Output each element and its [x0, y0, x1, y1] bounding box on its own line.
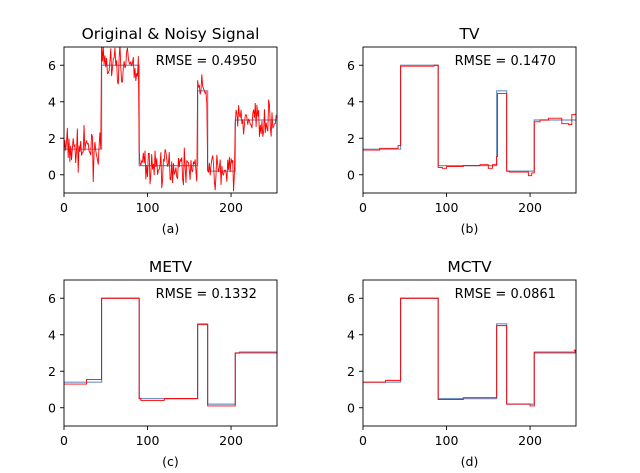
series-estimate [363, 64, 576, 177]
y-tick-label: 2 [48, 131, 56, 146]
y-tick-label: 4 [347, 327, 355, 342]
axes-frame [63, 46, 278, 194]
y-tick-label: 0 [347, 167, 355, 182]
plot-area [363, 297, 576, 407]
panel-caption: (c) [162, 454, 179, 469]
x-tick-label: 200 [219, 200, 243, 215]
panel-c: 0 100 200 0 2 4 6 METV RMSE = 0.1332 (c) [48, 258, 278, 469]
x-tick-label: 0 [60, 200, 68, 215]
y-tick-label: 2 [347, 364, 355, 379]
plot-area [64, 47, 277, 192]
y-tick-label: 0 [48, 167, 56, 182]
x-tick-label: 100 [435, 433, 459, 448]
y-tick-label: 6 [347, 58, 355, 73]
y-tick-label: 4 [48, 94, 56, 109]
rmse-annotation: RMSE = 0.0861 [455, 287, 556, 302]
series-estimate [363, 297, 576, 407]
y-tick-label: 2 [347, 131, 355, 146]
axes-frame [362, 46, 577, 194]
y-tick-label: 2 [48, 364, 56, 379]
x-tick-label: 100 [136, 433, 160, 448]
panel-title: TV [458, 25, 479, 43]
panel-title: MCTV [447, 258, 492, 276]
axes-frame [63, 279, 278, 427]
x-tick-label: 100 [435, 200, 459, 215]
panel-b: 0 100 200 0 2 4 6 TV RMSE = 0.1470 (b) [347, 25, 577, 236]
panel-d: 0 100 200 0 2 4 6 MCTV RMSE = 0.0861 (d) [347, 258, 577, 469]
x-tick-label: 100 [136, 200, 160, 215]
panel-caption: (b) [461, 221, 479, 236]
y-tick-label: 4 [347, 94, 355, 109]
x-tick-label: 200 [219, 433, 243, 448]
y-tick-label: 0 [48, 400, 56, 415]
x-tick-label: 0 [60, 433, 68, 448]
x-tick-label: 0 [359, 200, 367, 215]
plot-area [363, 64, 576, 177]
rmse-annotation: RMSE = 0.4950 [156, 54, 257, 69]
panel-title: Original & Noisy Signal [82, 25, 260, 43]
panel-caption: (d) [461, 454, 479, 469]
series-noisy [64, 47, 277, 192]
rmse-annotation: RMSE = 0.1332 [156, 287, 257, 302]
y-tick-label: 0 [347, 400, 355, 415]
panel-a: 0 100 200 0 2 4 6 Original & Noisy Signal RMSE =… [48, 25, 278, 236]
y-tick-label: 6 [48, 291, 56, 306]
series-estimate [64, 297, 277, 407]
panel-caption: (a) [162, 221, 179, 236]
x-tick-label: 200 [518, 433, 542, 448]
x-tick-label: 0 [359, 433, 367, 448]
plot-area [64, 297, 277, 407]
panel-title: METV [149, 258, 193, 276]
x-tick-label: 200 [518, 200, 542, 215]
rmse-annotation: RMSE = 0.1470 [455, 54, 556, 69]
y-tick-label: 6 [347, 291, 355, 306]
axes-frame [362, 279, 577, 427]
y-tick-label: 4 [48, 327, 56, 342]
y-tick-label: 6 [48, 58, 56, 73]
